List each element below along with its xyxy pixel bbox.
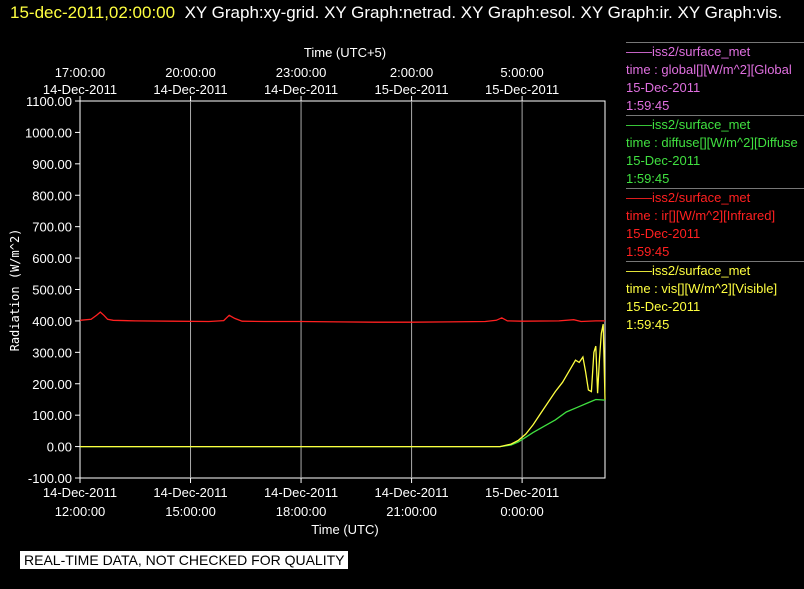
x-tick-time: 21:00:00 <box>386 504 437 519</box>
top-tick-time: 17:00:00 <box>55 65 106 80</box>
legend-time: 1:59:45 <box>626 171 670 186</box>
legend-date: 15-Dec-2011 <box>626 226 701 241</box>
x-axis-bottom: 14-Dec-2011 12:00:00 14-Dec-2011 15:00:00 14… <box>43 478 559 519</box>
title-timestamp: 15-dec-2011,02:00:00 <box>10 3 176 22</box>
top-axis-title: Time (UTC+5) <box>304 45 386 60</box>
legend-source: ——iss2/surface_met <box>626 44 751 59</box>
plot-area <box>79 100 606 479</box>
x-axis-top: 17:00:00 14-Dec-2011 20:00:00 14-Dec-2011 23… <box>43 65 559 101</box>
title-graph-list: XY Graph:xy-grid. XY Graph:netrad. XY Gr… <box>184 3 783 22</box>
x-tick-time: 12:00:00 <box>55 504 106 519</box>
grid-lines <box>190 101 523 478</box>
y-tick-label: 1100.00 <box>26 94 72 109</box>
top-tick-date: 15-Dec-2011 <box>374 82 448 97</box>
x-tick-date: 15-Dec-2011 <box>485 485 559 500</box>
y-tick-label: 700.00 <box>32 220 72 235</box>
legend-var: time : global[][W/m^2][Global <box>626 62 792 77</box>
legend-source: ——iss2/surface_met <box>626 117 751 132</box>
legend-time: 1:59:45 <box>626 98 670 113</box>
top-tick-time: 2:00:00 <box>390 65 433 80</box>
top-tick-date: 15-Dec-2011 <box>485 82 559 97</box>
legend-date: 15-Dec-2011 <box>626 153 701 168</box>
y-tick-label: -100.00 <box>28 471 72 486</box>
x-tick-time: 0:00:00 <box>500 504 543 519</box>
y-tick-label: 0.00 <box>47 440 72 455</box>
legend-time: 1:59:45 <box>626 317 670 332</box>
y-tick-label: 600.00 <box>32 251 72 266</box>
x-tick-date: 14-Dec-2011 <box>374 485 448 500</box>
top-tick-time: 23:00:00 <box>276 65 327 80</box>
top-tick-time: 5:00:00 <box>500 65 543 80</box>
x-tick-time: 18:00:00 <box>276 504 327 519</box>
quality-notice: REAL-TIME DATA, NOT CHECKED FOR QUALITY <box>20 551 349 569</box>
top-tick-date: 14-Dec-2011 <box>264 82 338 97</box>
x-tick-time: 15:00:00 <box>165 504 216 519</box>
x-tick-date: 14-Dec-2011 <box>43 485 117 500</box>
top-tick-date: 14-Dec-2011 <box>43 82 117 97</box>
top-tick-date: 14-Dec-2011 <box>153 82 227 97</box>
graph-title: 15-dec-2011,02:00:00 XY Graph:xy-grid. X… <box>10 2 800 23</box>
legend-var: time : vis[][W/m^2][Visible] <box>626 281 778 296</box>
series-ir <box>79 311 605 323</box>
legend-source: ——iss2/surface_met <box>626 190 751 205</box>
legend-var: time : diffuse[][W/m^2][Diffuse <box>626 135 798 150</box>
series-diffuse <box>80 398 606 448</box>
y-tick-label: 400.00 <box>32 314 72 329</box>
y-tick-label: 200.00 <box>32 377 72 392</box>
series-vis <box>80 323 606 448</box>
y-tick-label: 900.00 <box>32 157 72 172</box>
legend-date: 15-Dec-2011 <box>626 299 701 314</box>
y-tick-label: 500.00 <box>32 283 72 298</box>
y-axis-title: Radiation (W/m^2) <box>8 229 22 352</box>
series-lines <box>79 311 606 448</box>
legend-source: ——iss2/surface_met <box>626 263 751 278</box>
legend-var: time : ir[][W/m^2][Infrared] <box>626 208 776 223</box>
y-tick-label: 100.00 <box>32 408 72 423</box>
y-axis: 1100.00 1000.00 900.00 800.00 700.00 600.00 50… <box>25 94 80 486</box>
x-axis-title: Time (UTC) <box>311 522 378 537</box>
legend-date: 15-Dec-2011 <box>626 80 701 95</box>
x-tick-date: 14-Dec-2011 <box>264 485 338 500</box>
y-tick-label: 800.00 <box>32 188 72 203</box>
top-tick-time: 20:00:00 <box>165 65 216 80</box>
y-tick-label: 1000.00 <box>25 125 72 140</box>
x-tick-date: 14-Dec-2011 <box>153 485 227 500</box>
legend-time: 1:59:45 <box>626 244 670 259</box>
y-tick-label: 300.00 <box>32 345 72 360</box>
